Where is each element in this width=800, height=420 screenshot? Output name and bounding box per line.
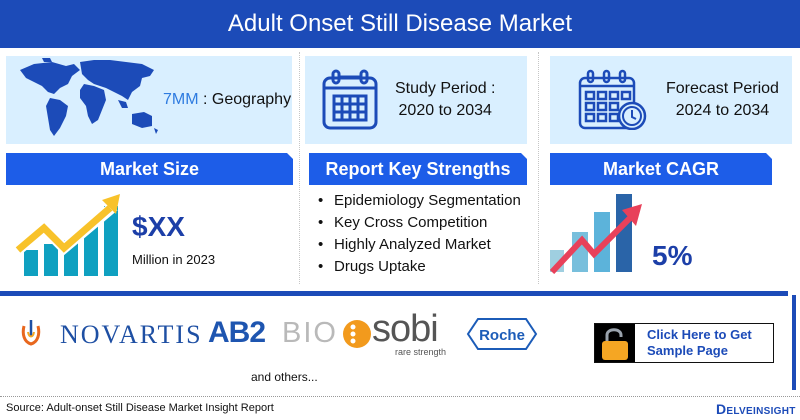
cta-line-1: Click Here to Get	[647, 327, 752, 342]
unlock-icon	[595, 324, 635, 362]
geography-card: 7MM : Geography	[6, 56, 292, 144]
divider	[299, 52, 300, 284]
key-strengths-list: Epidemiology Segmentation Key Cross Comp…	[316, 190, 521, 278]
key-strengths-heading: Report Key Strengths	[309, 153, 527, 185]
novartis-logo-icon	[21, 320, 41, 346]
sobi-tagline: rare strength	[395, 347, 447, 357]
sobi-logo: sobi	[372, 308, 439, 350]
cagr-chart-icon	[550, 194, 642, 274]
growth-chart-icon	[14, 194, 120, 276]
study-period-text: Study Period : 2020 to 2034	[395, 78, 496, 122]
page-title: Adult Onset Still Disease Market	[0, 0, 800, 48]
brand-rest: ELVEINSIGHT	[726, 406, 796, 417]
divider	[792, 295, 796, 390]
forecast-period-text: Forecast Period 2024 to 2034	[666, 78, 779, 122]
geography-label: : Geography	[198, 91, 292, 108]
cta-line-2: Sample Page	[647, 343, 728, 358]
calendar-clock-icon	[578, 69, 647, 130]
market-size-subtitle: Million in 2023	[132, 252, 216, 267]
divider	[0, 396, 800, 397]
divider	[538, 52, 539, 284]
others-text: and others...	[251, 370, 318, 384]
svg-text:Roche: Roche	[479, 327, 525, 344]
divider	[0, 291, 788, 296]
list-item: Highly Analyzed Market	[316, 234, 521, 256]
calendar-icon	[322, 69, 378, 130]
cta-text: Click Here to Get Sample Page	[635, 324, 752, 362]
study-period-value: 2020 to 2034	[398, 102, 492, 119]
cagr-value: 5%	[652, 240, 693, 271]
forecast-period-card: Forecast Period 2024 to 2034	[550, 56, 792, 144]
market-size-heading: Market Size	[6, 153, 293, 185]
forecast-period-value: 2024 to 2034	[675, 102, 770, 119]
forecast-period-label: Forecast Period	[666, 80, 779, 97]
geography-highlight: 7MM	[163, 91, 199, 108]
geography-text: 7MM : Geography	[163, 91, 291, 109]
list-item: Epidemiology Segmentation	[316, 190, 521, 212]
ab2bio-logo: AB2	[208, 316, 266, 349]
list-item: Key Cross Competition	[316, 212, 521, 234]
ab2bio-logo-suffix: BIO	[282, 317, 338, 349]
study-period-card: Study Period : 2020 to 2034	[305, 56, 527, 144]
study-period-label: Study Period :	[395, 80, 496, 97]
market-size-value: $XX	[132, 211, 185, 242]
novartis-logo: NOVARTIS	[60, 320, 203, 349]
get-sample-page-button[interactable]: Click Here to Get Sample Page	[594, 323, 774, 363]
list-item: Drugs Uptake	[316, 256, 521, 278]
delveinsight-logo: DELVEINSIGHT	[716, 401, 796, 417]
sobi-logo-icon	[343, 320, 371, 348]
roche-logo: Roche	[466, 318, 538, 350]
source-text: Source: Adult-onset Still Disease Market…	[6, 402, 274, 414]
brand-initial: D	[716, 401, 727, 417]
world-map-icon	[20, 58, 158, 136]
market-cagr-heading: Market CAGR	[550, 153, 772, 185]
